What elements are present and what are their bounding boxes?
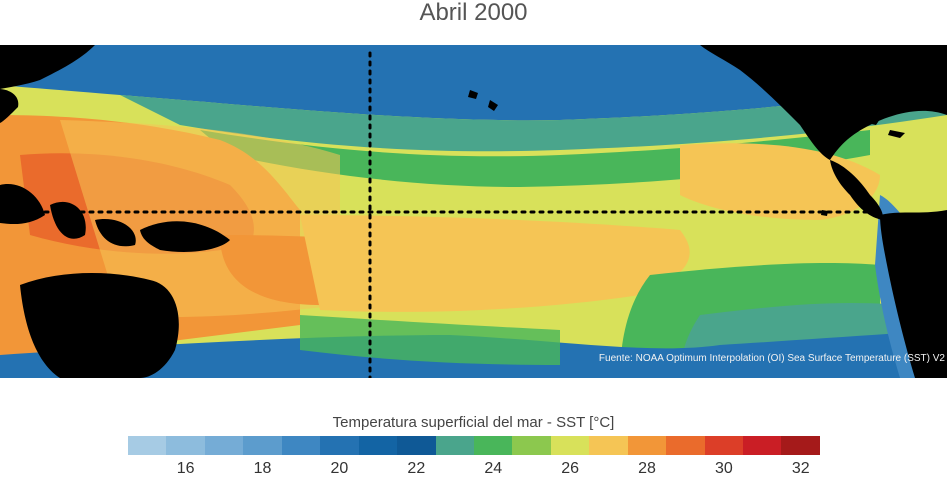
colorbar-bin: [358, 436, 398, 455]
colorbar-bin: [666, 436, 705, 455]
sst-band-east-warm: [680, 143, 880, 220]
colorbar-bin: [743, 436, 782, 455]
colorbar-tick-label: 26: [561, 460, 579, 477]
sst-map: Fuente: NOAA Optimum Interpolation (OI) …: [0, 45, 947, 378]
colorbar-tick-label: 32: [791, 460, 810, 477]
land-south-america: [880, 210, 947, 378]
colorbar-title: Temperatura superficial del mar - SST [°…: [332, 414, 615, 431]
sst-map-graphic: [0, 45, 947, 378]
land-asia-mainland: [0, 89, 19, 123]
land-north-america: [700, 45, 947, 160]
colorbar-bin: [781, 436, 820, 455]
colorbar-bin: [589, 436, 628, 455]
colorbar-bin: [397, 436, 436, 455]
colorbar-bin: [281, 436, 321, 455]
land-caribbean-islands: [858, 115, 905, 138]
colorbar-bin: [704, 436, 743, 455]
sst-band-southwest-teal: [300, 315, 560, 365]
colorbar-bin: [166, 436, 205, 455]
colorbar-bin: [512, 436, 551, 455]
colorbar-bin: [473, 436, 513, 455]
land-maritime-continent: [0, 184, 136, 247]
colorbar-bin: [243, 436, 282, 455]
land-asia-north: [0, 45, 95, 89]
colorbar: [128, 436, 820, 455]
colorbar-ticks: 16 18 20 22 24 26 28 30 32: [128, 458, 820, 480]
source-note: Fuente: NOAA Optimum Interpolation (OI) …: [598, 353, 945, 364]
colorbar-bin: [128, 436, 167, 455]
colorbar-bin: [550, 436, 590, 455]
colorbar-tick-label: 20: [330, 460, 349, 477]
land-new-guinea: [140, 221, 230, 252]
colorbar-bin: [320, 436, 359, 455]
land-central-america: [830, 160, 883, 220]
sst-band-north-blue: [0, 45, 947, 121]
colorbar-bin: [435, 436, 474, 455]
land-hawaii: [468, 90, 498, 111]
colorbar-tick-label: 22: [407, 460, 426, 477]
colorbar-tick-label: 24: [484, 460, 503, 477]
colorbar-tick-label: 18: [253, 460, 272, 477]
map-title: Abril 2000: [419, 0, 528, 26]
colorbar-tick-label: 16: [176, 460, 195, 477]
sst-band-south-yellow: [300, 215, 690, 312]
colorbar-bin: [204, 436, 244, 455]
sst-band-north-teal: [120, 85, 947, 152]
colorbar-tick-label: 28: [638, 460, 656, 477]
land-australia: [20, 273, 179, 378]
colorbar-bin: [627, 436, 667, 455]
colorbar-tick-label: 30: [714, 460, 733, 477]
